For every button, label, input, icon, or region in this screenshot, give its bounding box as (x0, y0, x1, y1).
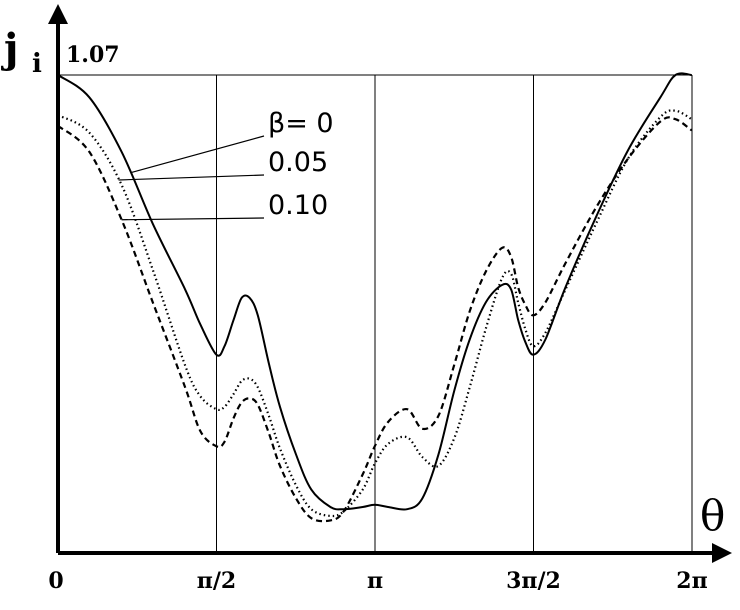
axes (48, 4, 732, 563)
legend-label-1: 0.05 (268, 147, 328, 178)
series-line-1 (57, 109, 693, 518)
y-axis-label: j (1, 25, 18, 72)
grid-lines (58, 74, 693, 553)
x-tick-label-3: 3π/2 (506, 568, 561, 594)
series-line-2 (57, 116, 693, 523)
series-layer (57, 72, 693, 523)
x-tick-label-1: π/2 (197, 568, 236, 594)
legend-label-2: 0.10 (268, 190, 328, 221)
legend-leader-0 (130, 135, 265, 174)
x-axis-arrow-icon (712, 543, 732, 563)
x-tick-label-2: π (367, 568, 383, 594)
legend-leader-1 (118, 174, 265, 181)
x-axis-label: θ (700, 491, 725, 540)
legend-label-0: β= 0 (268, 108, 334, 139)
x-tick-labels: 0 π/2 π 3π/2 2π (48, 568, 707, 594)
legend: β= 0 0.05 0.10 (118, 108, 334, 221)
legend-leader-2 (121, 217, 265, 221)
y-max-label: 1.07 (66, 42, 120, 68)
series-line-0 (57, 72, 692, 511)
y-axis-arrow-icon (48, 4, 68, 24)
x-tick-label-0: 0 (48, 568, 63, 594)
x-tick-label-4: 2π (676, 568, 707, 594)
y-axis-label-subscript: i (32, 49, 42, 79)
